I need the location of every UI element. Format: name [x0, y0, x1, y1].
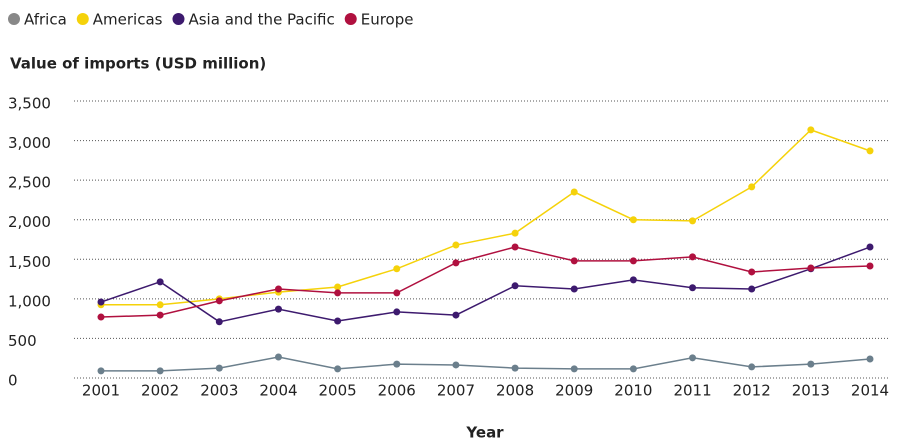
data-point	[215, 318, 223, 326]
data-point	[866, 243, 874, 251]
data-point	[748, 268, 756, 276]
legend-marker	[344, 13, 357, 25]
x-tick-label: 2008	[496, 382, 534, 400]
y-tick-label: 1,500	[8, 253, 51, 271]
y-tick-label: 0	[8, 372, 18, 390]
data-point	[97, 367, 105, 375]
data-point	[334, 365, 342, 373]
data-point	[570, 188, 578, 196]
legend-label: Africa	[24, 11, 67, 29]
x-tick-label: 2009	[555, 382, 593, 400]
data-point	[156, 311, 164, 319]
data-point	[570, 285, 578, 293]
data-point	[334, 289, 342, 297]
data-point	[97, 298, 105, 306]
x-tick-label: 2012	[733, 382, 771, 400]
data-point	[511, 243, 519, 251]
y-axis-title: Value of imports (USD million)	[10, 55, 266, 73]
x-axis-title: Year	[465, 424, 504, 441]
data-point	[511, 282, 519, 290]
data-point	[689, 217, 697, 225]
legend-label: Europe	[361, 11, 414, 29]
data-point	[156, 278, 164, 286]
y-tick-label: 3,000	[8, 134, 51, 152]
y-tick-label: 2,000	[8, 213, 51, 231]
x-tick-label: 2014	[851, 382, 889, 400]
legend-label: Asia and the Pacific	[188, 11, 334, 29]
series-line	[100, 246, 871, 323]
y-tick-label: 2,500	[8, 174, 51, 192]
data-point	[452, 241, 460, 249]
data-point	[156, 367, 164, 375]
data-point	[866, 355, 874, 363]
data-point	[866, 147, 874, 155]
data-point	[748, 183, 756, 191]
data-point	[807, 360, 815, 368]
data-point	[570, 365, 578, 373]
x-tick-label: 2002	[141, 382, 179, 400]
data-point	[807, 264, 815, 272]
data-point	[97, 313, 105, 321]
x-tick-label: 2005	[319, 382, 357, 400]
data-point	[393, 308, 401, 316]
x-tick-label: 2001	[82, 382, 120, 400]
data-point	[215, 364, 223, 372]
data-point	[689, 354, 697, 362]
data-point	[629, 257, 637, 265]
data-point	[452, 311, 460, 319]
data-point	[393, 360, 401, 368]
data-point	[334, 317, 342, 325]
data-point	[629, 276, 637, 284]
y-tick-label: 1,000	[8, 292, 51, 310]
legend-label: Americas	[93, 11, 163, 29]
data-point	[689, 253, 697, 261]
x-tick-label: 2011	[673, 382, 711, 400]
y-tick-label: 500	[8, 332, 37, 350]
data-point	[629, 365, 637, 373]
data-point	[629, 216, 637, 224]
data-point	[866, 262, 874, 270]
data-point	[334, 283, 342, 291]
x-tick-label: 2004	[259, 382, 297, 400]
data-point	[452, 361, 460, 369]
x-tick-label: 2007	[437, 382, 475, 400]
data-point	[393, 289, 401, 297]
data-point	[274, 305, 282, 313]
data-point	[807, 126, 815, 134]
x-tick-label: 2010	[614, 382, 652, 400]
data-point	[748, 285, 756, 293]
data-point	[689, 284, 697, 292]
legend-marker	[76, 13, 89, 25]
data-point	[570, 257, 578, 265]
series-line	[101, 129, 871, 306]
data-point	[215, 297, 223, 305]
data-point	[156, 301, 164, 309]
series-line	[100, 246, 871, 318]
data-point	[274, 353, 282, 361]
data-point	[452, 259, 460, 267]
x-tick-label: 2006	[378, 382, 416, 400]
legend-marker	[8, 13, 20, 25]
data-point	[511, 364, 519, 372]
data-point	[511, 229, 519, 237]
data-point	[274, 285, 282, 293]
x-tick-label: 2003	[200, 382, 238, 400]
y-tick-label: 3,500	[8, 95, 51, 113]
data-point	[748, 363, 756, 371]
legend-marker	[172, 13, 185, 25]
x-tick-label: 2013	[792, 382, 830, 400]
series-line	[101, 356, 871, 372]
data-point	[393, 265, 401, 273]
